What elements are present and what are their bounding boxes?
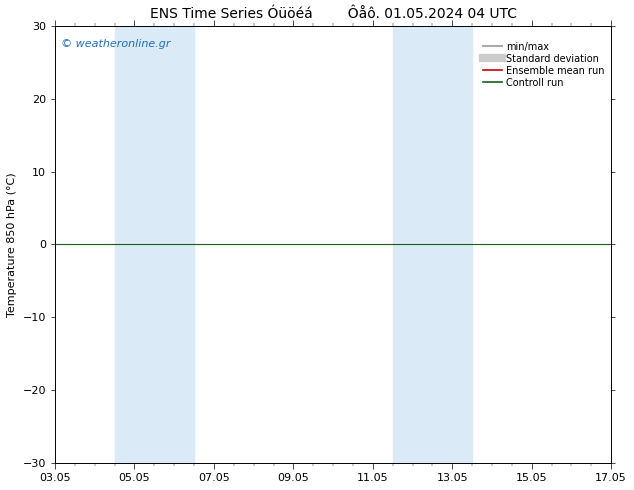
Text: © weatheronline.gr: © weatheronline.gr <box>61 39 170 49</box>
Bar <box>115 26 194 463</box>
Y-axis label: Temperature 850 hPa (°C): Temperature 850 hPa (°C) <box>7 172 17 317</box>
Title: ENS Time Series Óüöéá        Ôåô. 01.05.2024 04 UTC: ENS Time Series Óüöéá Ôåô. 01.05.2024 04… <box>150 7 517 21</box>
Bar <box>392 26 472 463</box>
Legend: min/max, Standard deviation, Ensemble mean run, Controll run: min/max, Standard deviation, Ensemble me… <box>481 40 606 90</box>
